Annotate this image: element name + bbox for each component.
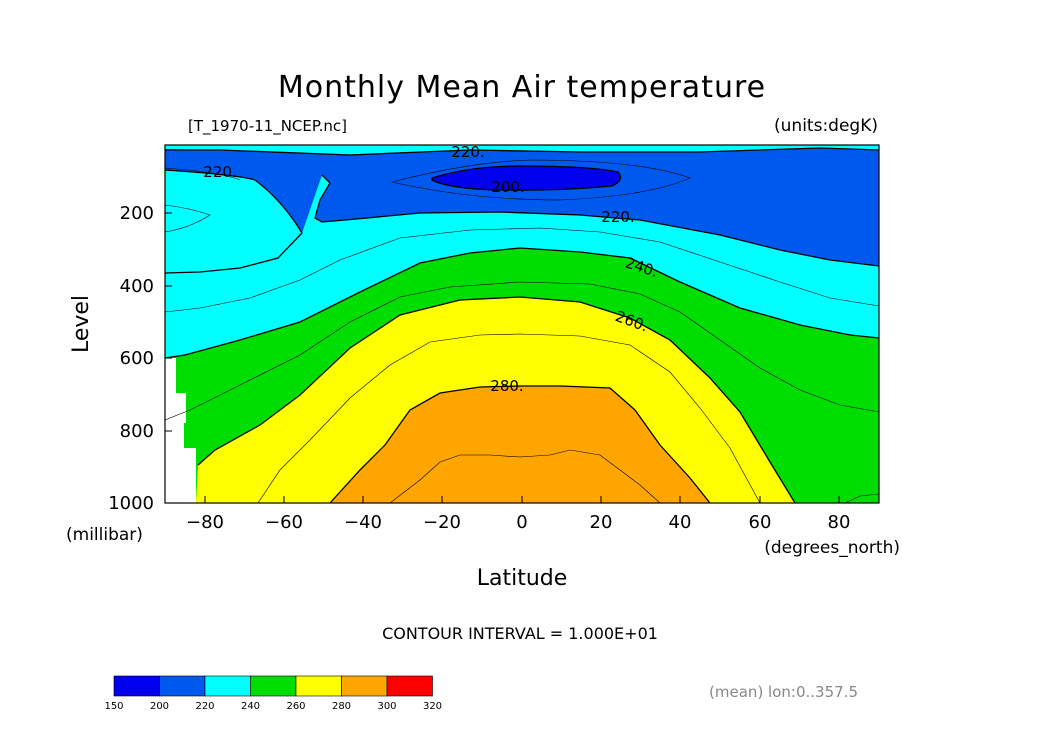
colorbar-level-label: 260 [286,701,305,712]
colorbar-level-label: 200 [150,701,169,712]
colorbar-level-label: 150 [104,701,123,712]
colorbar-swatch [341,675,388,697]
colorbar-level-label: 280 [332,701,351,712]
y-tick-label: 200 [120,203,154,224]
contour-lines-major [165,147,879,503]
colorbar-level-label: 220 [195,701,214,712]
x-tick-label: 80 [828,512,851,533]
y-tick-label: 400 [120,276,154,297]
colorbar-swatches [113,675,433,697]
colorbar-level-label: 300 [377,701,396,712]
chart-title: Monthly Mean Air temperature [278,70,766,105]
x-tick-label: −80 [186,512,224,533]
colorbar-swatch [295,675,342,697]
plot-area: 220. 220. 200. 220. 240. 260. 280. [165,143,879,503]
x-axis: −80 −60 −40 −20 0 20 40 60 80 (degrees_n… [186,496,900,591]
colorbar-level-label: 240 [241,701,260,712]
contour-label: 220. [203,163,236,181]
y-axis: 200 400 600 800 1000 (millibar) Level [66,203,172,545]
missing-data [165,358,196,503]
units-label: (units:degK) [774,116,878,136]
colorbar-swatch [386,675,433,697]
x-axis-title: Latitude [477,566,568,591]
x-major-ticks [204,496,840,503]
x-tick-label: 20 [590,512,613,533]
colorbar-swatch [250,675,297,697]
note-text: (mean) lon:0..357.5 [709,683,858,701]
contour-label: 280. [490,377,523,395]
y-tick-label: 800 [120,421,154,442]
contour-interval-text: CONTOUR INTERVAL = 1.000E+01 [382,624,658,643]
y-tick-label: 600 [120,348,154,369]
colorbar: 150 200 220 240 260 280 300 320 [104,675,442,712]
x-units-label: (degrees_north) [764,538,900,558]
x-tick-label: −40 [344,512,382,533]
y-major-ticks [165,212,172,432]
contour-label: 220. [601,208,634,226]
band-280-300 [330,386,710,503]
y-axis-title: Level [69,295,94,353]
colorbar-swatch [113,675,160,697]
y-tick-label: 1000 [108,493,154,514]
x-tick-label: 40 [669,512,692,533]
colorbar-swatch [159,675,206,697]
contour-label: 220. [451,143,484,161]
y-units-label: (millibar) [66,525,143,545]
contour-label: 200. [491,178,524,196]
x-tick-label: 0 [516,512,527,533]
x-tick-label: −60 [265,512,303,533]
contour-lines-minor [165,159,879,503]
x-tick-label: −20 [423,512,461,533]
colorbar-labels: 150 200 220 240 260 280 300 320 [104,701,442,712]
x-tick-label: 60 [749,512,772,533]
file-label: [T_1970-11_NCEP.nc] [188,117,347,136]
colorbar-swatch [204,675,251,697]
colorbar-level-label: 320 [423,701,442,712]
band-below-200 [432,166,621,191]
